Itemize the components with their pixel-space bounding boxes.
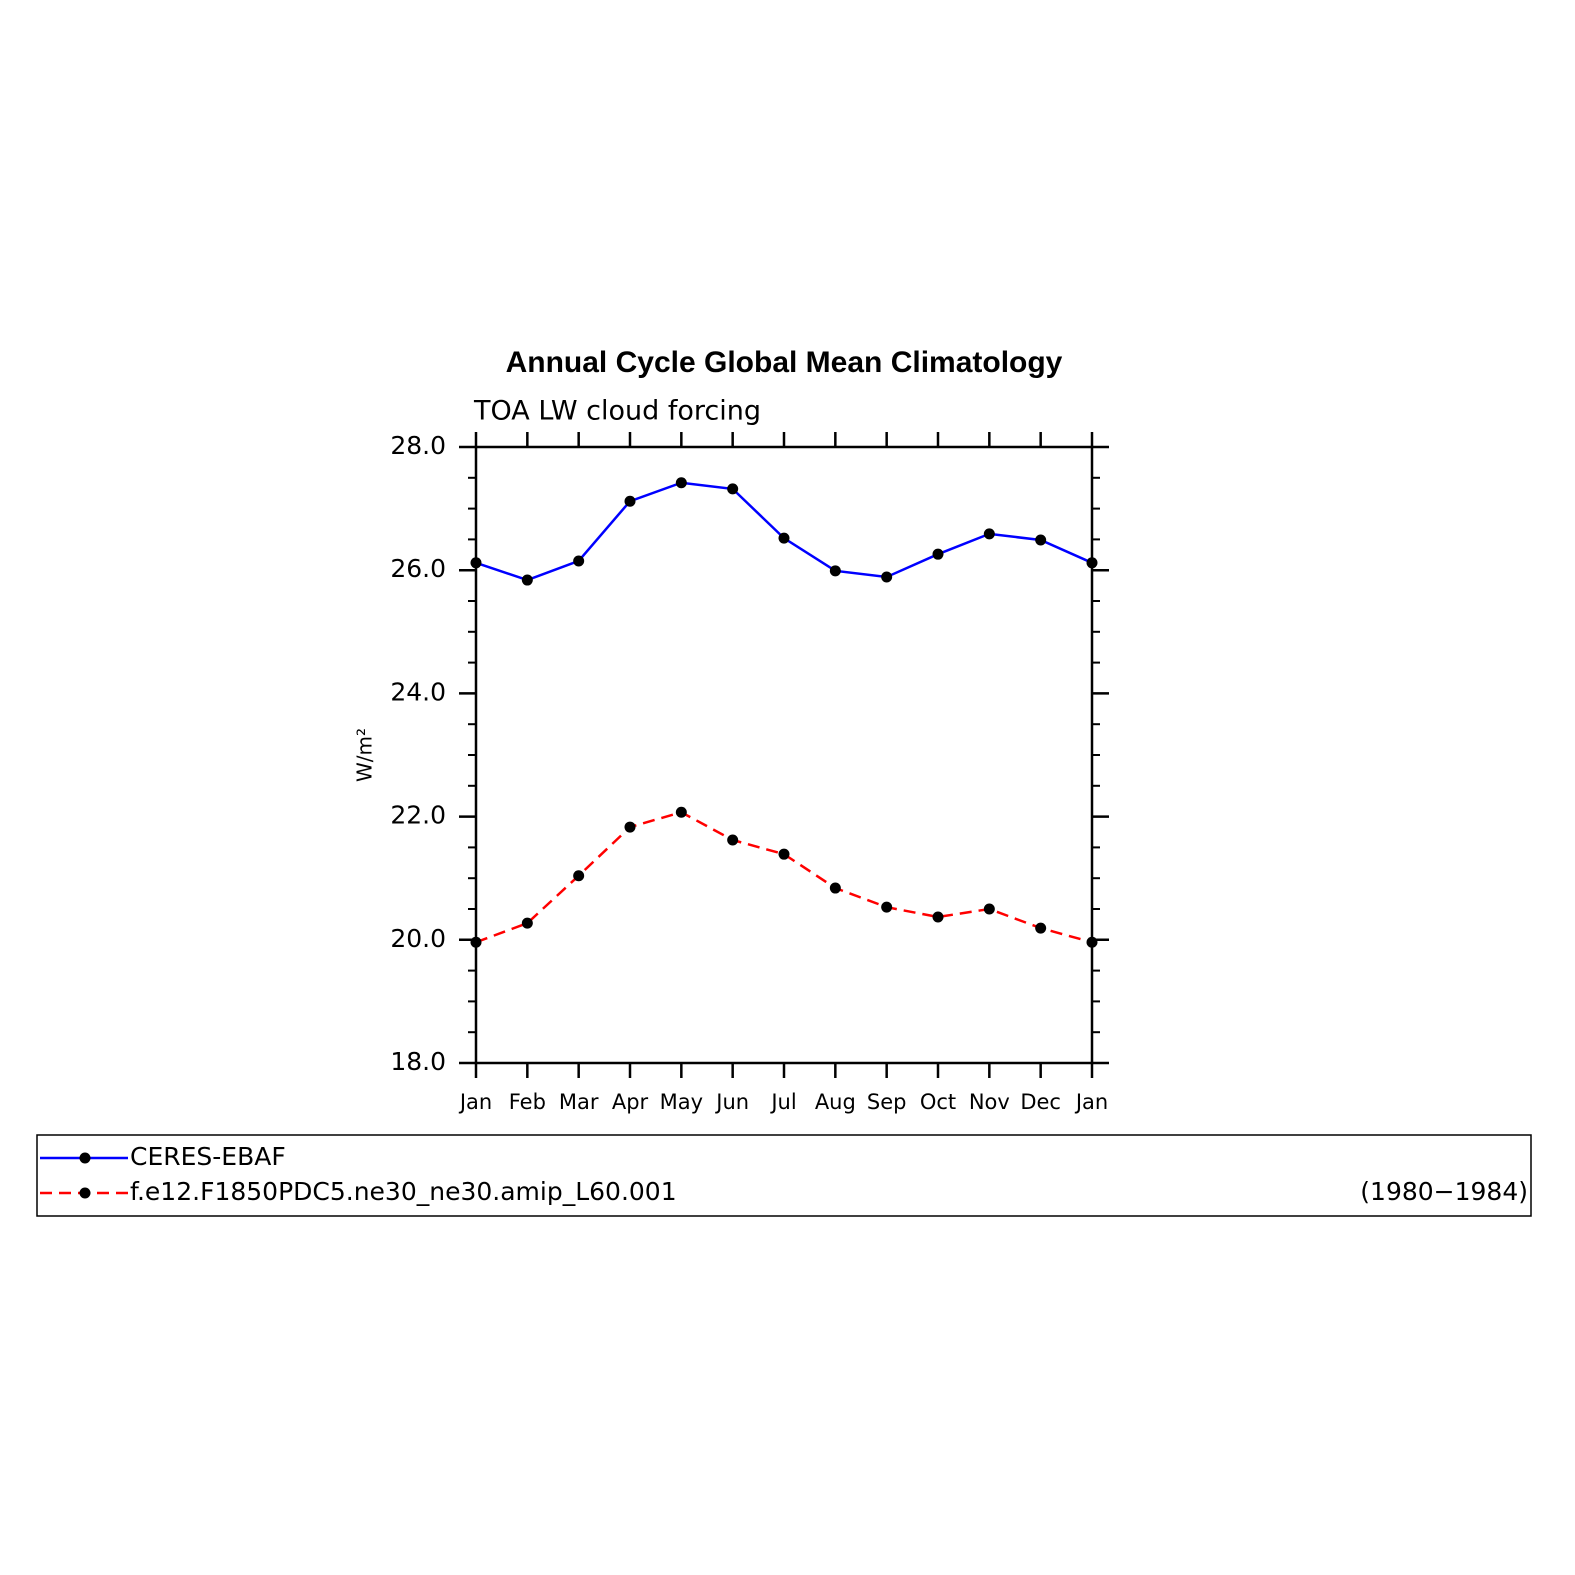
x-tick-label: Jan <box>1074 1090 1108 1114</box>
data-point <box>1035 534 1047 546</box>
x-tick-label: Jan <box>458 1090 492 1114</box>
x-tick-label: Apr <box>612 1090 649 1114</box>
x-tick-label: Jul <box>769 1090 796 1114</box>
data-point <box>778 532 790 544</box>
x-tick-label: May <box>660 1090 703 1114</box>
legend-marker <box>79 1187 91 1199</box>
data-point <box>829 882 841 894</box>
y-axis-label: W/m² <box>353 728 377 782</box>
data-point <box>521 917 533 929</box>
chart-title: Annual Cycle Global Mean Climatology <box>506 346 1063 379</box>
data-point <box>1086 936 1098 948</box>
legend-annotation: (1980−1984) <box>1360 1177 1528 1206</box>
x-tick-label: Sep <box>867 1090 907 1114</box>
data-point <box>727 834 739 846</box>
y-tick-label: 18.0 <box>390 1047 446 1076</box>
y-tick-label: 24.0 <box>390 677 446 706</box>
x-tick-label: Dec <box>1020 1090 1061 1114</box>
data-point <box>778 848 790 860</box>
data-point <box>727 483 739 495</box>
y-tick-label: 26.0 <box>390 554 446 583</box>
y-tick-label: 28.0 <box>390 431 446 460</box>
legend-label: f.e12.F1850PDC5.ne30_ne30.amip_L60.001 <box>130 1177 677 1206</box>
data-point <box>881 571 893 583</box>
y-tick-label: 20.0 <box>390 924 446 953</box>
data-point <box>573 870 585 882</box>
data-point <box>983 528 995 540</box>
x-tick-label: Mar <box>559 1090 599 1114</box>
data-point <box>675 806 687 818</box>
x-tick-label: Oct <box>920 1090 956 1114</box>
data-point <box>624 821 636 833</box>
legend-box <box>36 1134 1532 1217</box>
chart-subtitle: TOA LW cloud forcing <box>473 396 761 427</box>
data-point <box>624 495 636 507</box>
data-point <box>1086 557 1098 569</box>
legend-marker <box>79 1152 91 1164</box>
data-point <box>983 903 995 915</box>
x-tick-label: Aug <box>815 1090 856 1114</box>
y-tick-label: 22.0 <box>390 801 446 830</box>
data-point <box>881 901 893 913</box>
data-point <box>1035 922 1047 934</box>
data-point <box>932 548 944 560</box>
data-point <box>470 557 482 569</box>
data-point <box>932 911 944 923</box>
x-tick-label: Jun <box>714 1090 749 1114</box>
x-tick-label: Nov <box>969 1090 1010 1114</box>
x-tick-label: Feb <box>509 1090 546 1114</box>
data-point <box>829 565 841 577</box>
data-point <box>470 936 482 948</box>
data-point <box>573 555 585 567</box>
data-point <box>521 574 533 586</box>
data-point <box>675 477 687 489</box>
legend-label: CERES-EBAF <box>130 1142 286 1171</box>
